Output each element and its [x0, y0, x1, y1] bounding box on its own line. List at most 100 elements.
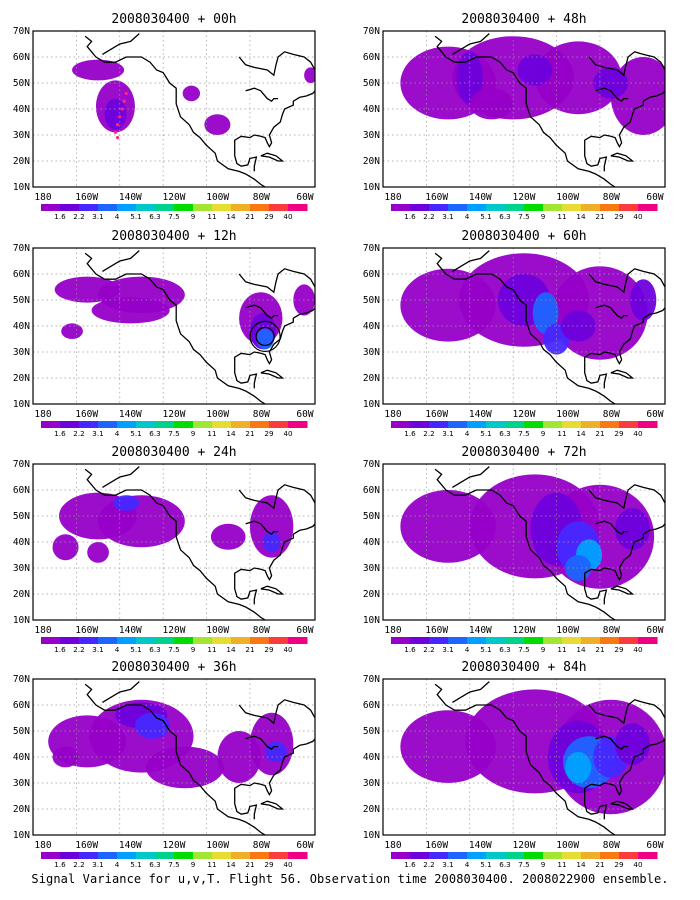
coastline-path: [238, 699, 315, 725]
coastline-path: [234, 362, 258, 389]
latitude-label: 10N: [363, 830, 380, 841]
colorbar-swatch: [486, 852, 506, 859]
panel-title: 2008030400 + 84h: [461, 660, 586, 675]
coastline-path: [245, 520, 279, 536]
latitude-label: 70N: [13, 459, 30, 470]
colorbar-swatch: [155, 637, 175, 644]
coastline-path: [584, 578, 608, 605]
colorbar-label: 29: [264, 212, 274, 221]
colorbar-label: 11: [207, 212, 216, 221]
colorbar-label: 5.1: [480, 429, 491, 438]
colorbar-swatch: [212, 637, 232, 644]
colorbar-swatch: [231, 204, 251, 211]
longitude-label: 120W: [163, 625, 186, 636]
coastline-path: [434, 252, 616, 404]
longitude-label: 180: [34, 192, 51, 203]
longitude-label: 100W: [206, 625, 229, 636]
colorbar-label: 11: [207, 860, 216, 869]
colorbar-label: 2.2: [423, 212, 434, 221]
colorbar-label: 21: [245, 645, 254, 654]
latitude-label: 10N: [363, 182, 380, 193]
coastline-path: [102, 33, 140, 55]
colorbar-label: 6.3: [149, 212, 160, 221]
variance-contour: [87, 542, 109, 563]
colorbar-swatch: [212, 421, 232, 428]
coastline: [84, 33, 315, 187]
colorbar-swatch: [638, 204, 658, 211]
longitude-label: 120W: [513, 192, 536, 203]
variance-contour: [630, 279, 657, 321]
coastline-path: [584, 307, 665, 366]
coastline: [434, 466, 665, 620]
variance-contour: [456, 51, 483, 104]
colorbar-swatch: [117, 637, 137, 644]
colorbar-label: 4: [465, 860, 470, 869]
longitude-label: 180: [384, 625, 401, 636]
colorbar-label: 29: [264, 645, 274, 654]
colorbar-swatch: [98, 852, 118, 859]
colorbar-label: 21: [245, 212, 254, 221]
colorbar-swatch: [467, 421, 487, 428]
colorbar: 1.6 2.2 3.1 4 5.1 6.3 7.5 9 11 14 21 29 40: [41, 637, 308, 654]
coastline-path: [584, 362, 608, 389]
colorbar-swatch: [410, 204, 430, 211]
colorbar-swatch: [117, 204, 137, 211]
colorbar-label: 1.6: [404, 645, 416, 654]
coastline-path: [260, 800, 285, 810]
latitude-label: 50N: [13, 295, 30, 306]
colorbar-label: 3.1: [92, 645, 103, 654]
colorbar-label: 29: [614, 860, 624, 869]
latitude-label: 50N: [13, 726, 30, 737]
coastline-path: [595, 735, 629, 751]
colorbar: 1.6 2.2 3.1 4 5.1 6.3 7.5 9 11 14 21 29 40: [41, 852, 308, 869]
colorbar: 1.6 2.2 3.1 4 5.1 6.3 7.5 9 11 14 21 29 40: [41, 421, 308, 438]
figure-caption: Signal Variance for u,v,T. Flight 56. Ob…: [31, 872, 669, 886]
variance-contour: [113, 495, 140, 511]
colorbar-swatch: [619, 637, 639, 644]
variance-field: [52, 492, 294, 563]
latitude-label: 40N: [363, 321, 380, 332]
colorbar-label: 1.6: [404, 860, 416, 869]
coastline-path: [84, 252, 266, 404]
latitude-label: 70N: [363, 459, 380, 470]
colorbar-swatch: [212, 852, 232, 859]
storm-contour: [249, 320, 281, 352]
storm-contour: [255, 326, 275, 346]
colorbar-label: 9: [191, 429, 196, 438]
latitude-label: 50N: [363, 295, 380, 306]
longitude-label: 140W: [469, 840, 492, 851]
colorbar-swatch: [60, 852, 80, 859]
latitude-label: 50N: [363, 726, 380, 737]
colorbar-swatch: [391, 421, 411, 428]
longitude-label: 60W: [646, 840, 663, 851]
colorbar-swatch: [581, 637, 601, 644]
colorbar-swatch: [155, 204, 175, 211]
coastline-path: [452, 33, 490, 55]
colorbar-swatch: [41, 852, 61, 859]
colorbar-swatch: [98, 637, 118, 644]
colorbar-label: 1.6: [54, 212, 66, 221]
variance-contour: [145, 746, 224, 789]
colorbar-label: 14: [226, 860, 236, 869]
colorbar-swatch: [600, 204, 620, 211]
coastline-path: [452, 466, 490, 488]
colorbar-swatch: [543, 204, 563, 211]
coastline-path: [234, 578, 258, 605]
coastline-path: [234, 738, 315, 797]
latitude-label: 60N: [363, 52, 380, 63]
colorbar-label: 4: [115, 429, 120, 438]
longitude-label: 160W: [425, 409, 448, 420]
longitude-label: 180: [34, 840, 51, 851]
colorbar-label: 9: [191, 645, 196, 654]
colorbar-swatch: [638, 637, 658, 644]
map-panel: 2008030400 + 00h 70N 60N 50N 40N 30N 20N 10N 180…: [13, 12, 316, 221]
flight-track-dot: [118, 115, 122, 119]
colorbar-label: 4: [115, 860, 120, 869]
colorbar-label: 7.5: [168, 860, 179, 869]
colorbar-label: 11: [557, 645, 566, 654]
variance-contour: [615, 508, 650, 550]
colorbar-swatch: [391, 852, 411, 859]
variance-contour: [615, 723, 650, 765]
longitude-label: 120W: [163, 192, 186, 203]
graticule: [33, 248, 315, 404]
